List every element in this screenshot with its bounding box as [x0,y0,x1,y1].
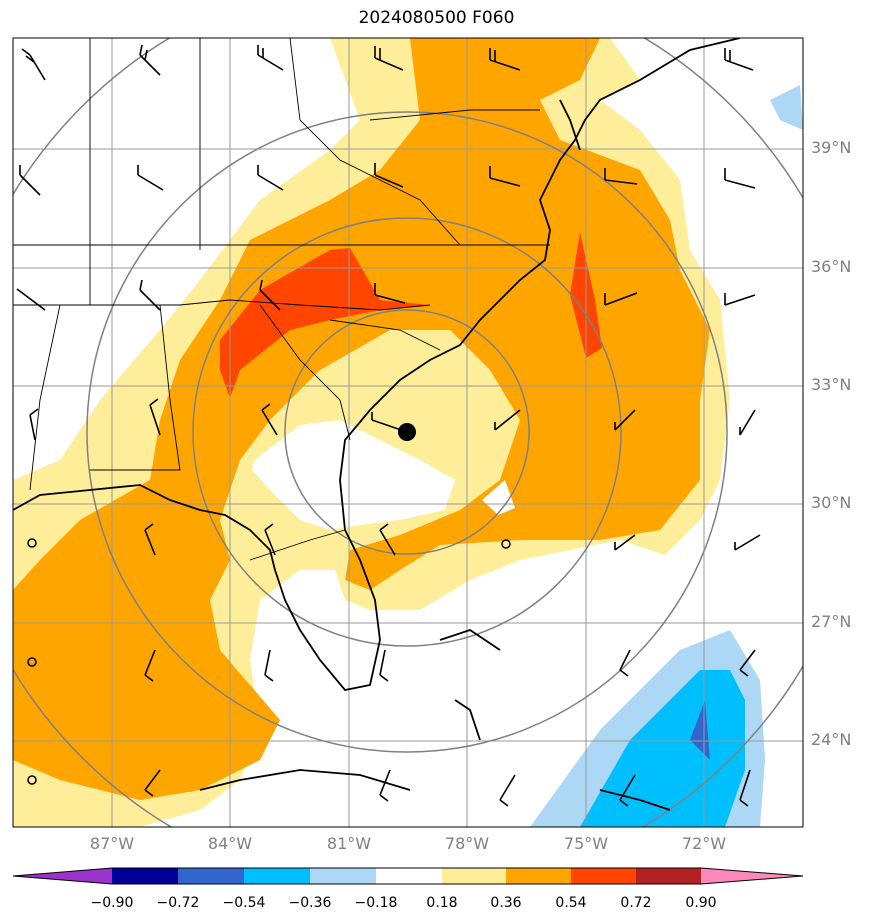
lon-label-84w: 84°W [207,834,253,853]
coastlines [13,38,741,811]
fill-royal-blue [690,700,710,760]
positive-anomaly-fill [13,38,730,827]
colorbar-bin-1 [112,868,178,884]
wind-barbs [16,44,761,807]
calm-markers [27,538,511,785]
lat-label-36n: 36°N [811,257,852,276]
graticule [13,38,803,827]
lat-label-30n: 30°N [811,493,852,512]
colorbar-bin-3 [244,868,310,884]
lon-label-87w: 87°W [89,834,135,853]
lat-label-24n: 24°N [811,730,852,749]
lon-label-81w: 81°W [326,834,372,853]
colorbar-under [13,868,112,884]
colorbar-tick: 0.36 [490,895,522,911]
colorbar-tick: 0.54 [555,895,587,911]
colorbar-bin-7 [506,868,571,884]
range-rings [13,38,803,827]
colorbar-tick: 0.90 [685,895,717,911]
colorbar-over [701,868,803,884]
colorbar-bin-5 [376,868,442,884]
fill-small-hole [482,480,515,515]
colorbar-tick: 0.18 [426,895,458,911]
lon-label-75w: 75°W [563,834,609,853]
storm-center-marker [398,423,416,441]
colorbar-bin-4 [310,868,376,884]
lat-label-27n: 27°N [811,612,852,631]
lat-label-39n: 39°N [811,138,852,157]
colorbar-bin-8 [571,868,636,884]
colorbar-tick: −0.72 [156,895,200,911]
fill-light-blue-ne [770,85,803,130]
state-borders [13,38,550,561]
lat-label-33n: 33°N [811,375,852,394]
colorbar-tick: −0.54 [222,895,266,911]
colorbar-bin-6 [442,868,506,884]
lon-label-78w: 78°W [444,834,490,853]
colorbar-bin-9 [636,868,701,884]
lon-label-72w: 72°W [681,834,727,853]
fill-white-hole [252,420,455,530]
map-frame [12,37,804,828]
fill-red-orange-1 [220,248,430,398]
fill-orange [13,38,710,800]
colorbar-tick: 0.72 [620,895,652,911]
colorbar-tick: −0.90 [90,895,134,911]
colorbar-outline [12,867,804,885]
map-title: 2024080500 F060 [358,8,515,28]
colorbar-bin-2 [178,868,244,884]
colorbar-tick: −0.18 [354,895,398,911]
colorbar [12,867,804,885]
colorbar-tick: −0.36 [288,895,332,911]
